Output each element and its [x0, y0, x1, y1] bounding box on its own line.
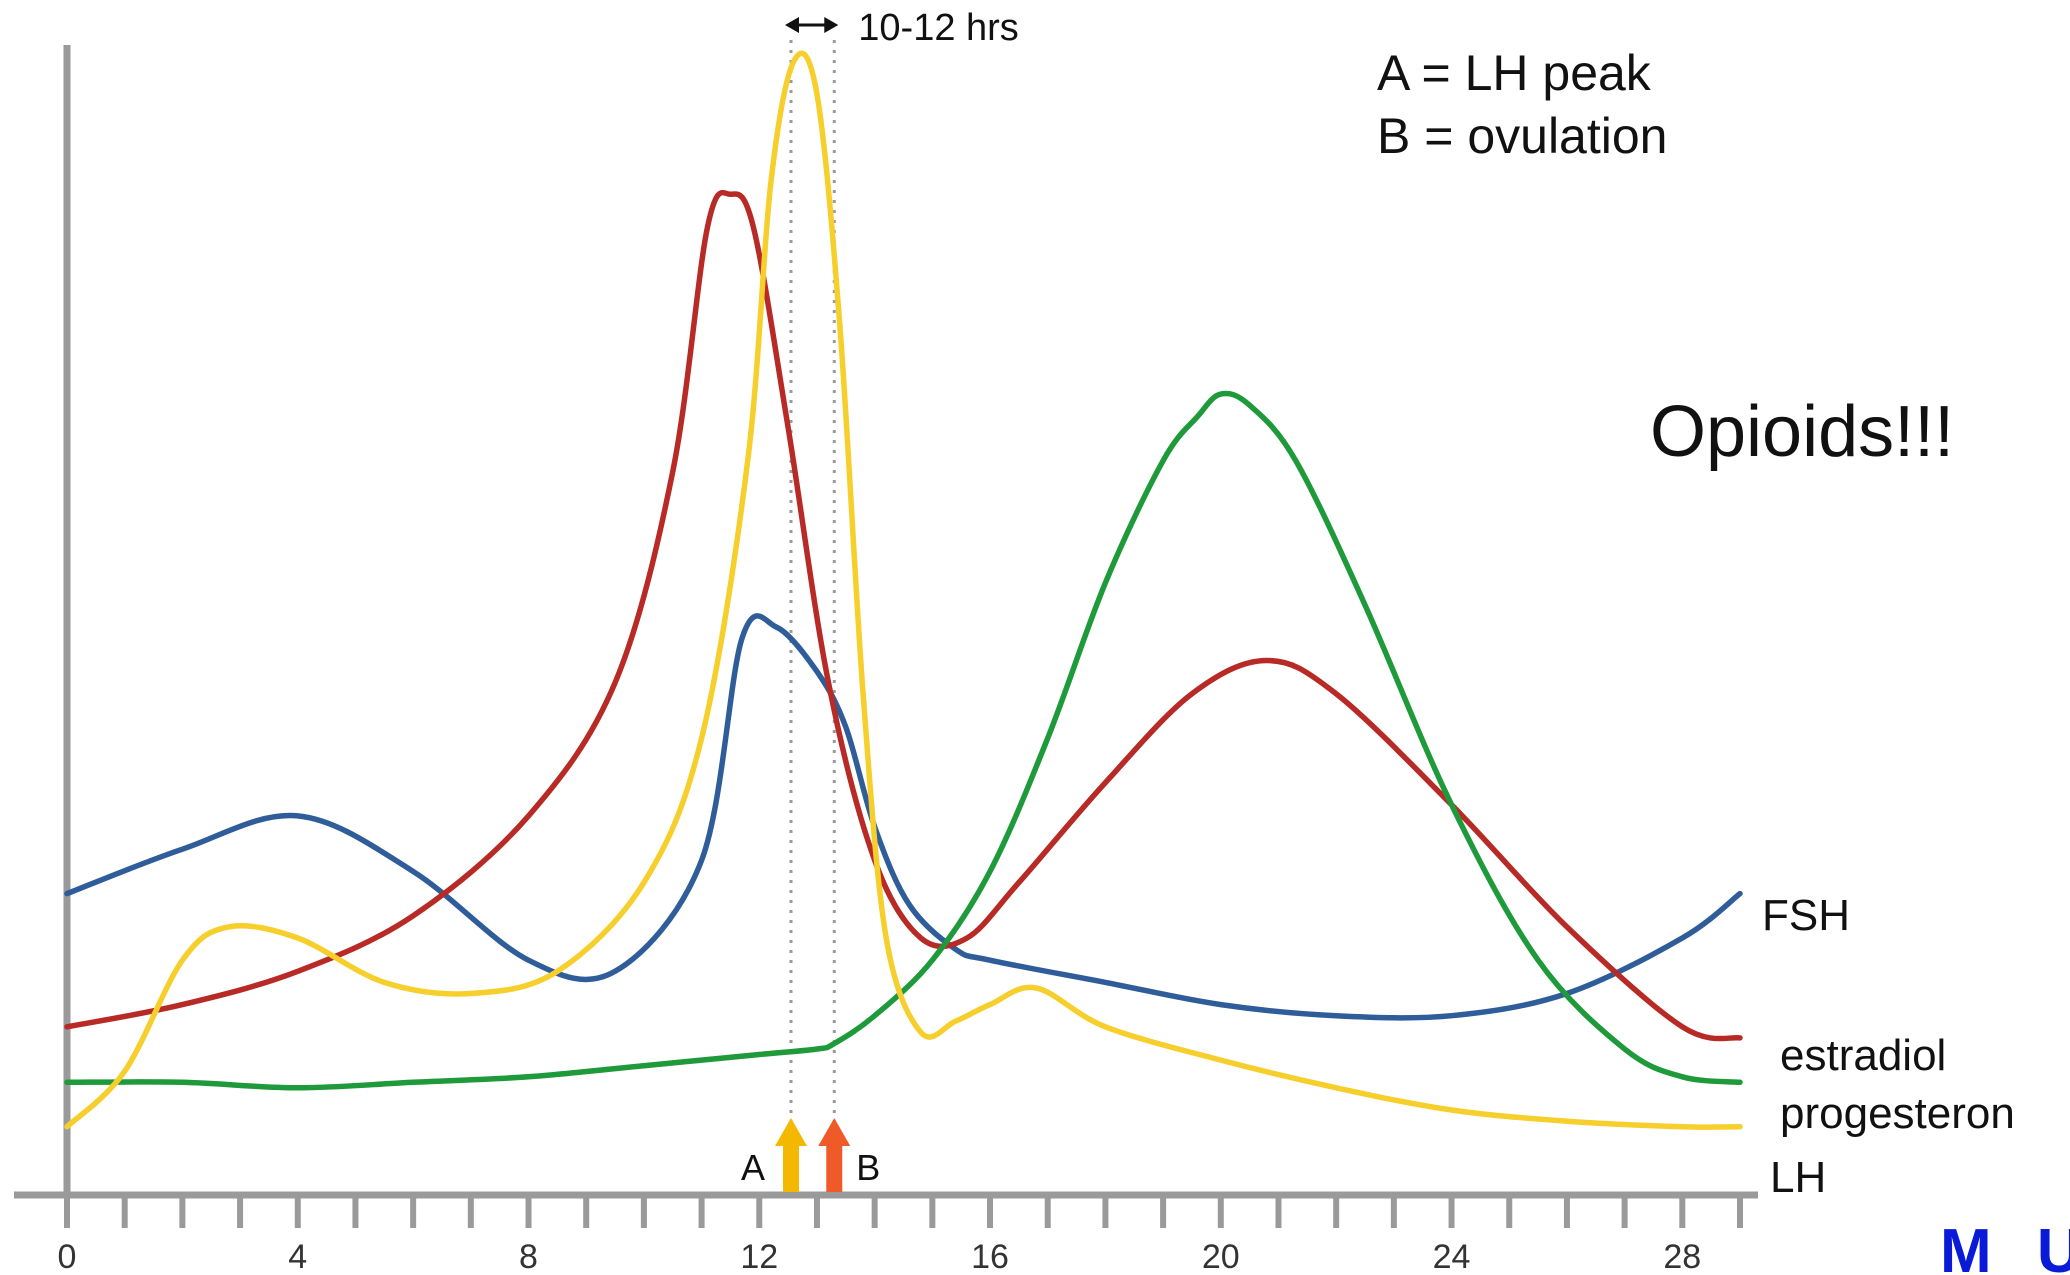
axes: 0 4 8 12 16 20 24 28	[14, 45, 1758, 1275]
series-label-fsh: FSH	[1762, 891, 1850, 940]
x-tick-label: 8	[519, 1238, 538, 1275]
series-label-estradiol: estradiol	[1780, 1031, 1946, 1080]
x-tick-label: 28	[1663, 1238, 1701, 1275]
marker-arrow-shaft	[783, 1142, 800, 1192]
interval-arrowhead-left	[785, 17, 800, 33]
series-line-estradiol	[64, 189, 1743, 1042]
series-label-lh: LH	[1770, 1153, 1826, 1202]
x-tick-label: 4	[288, 1238, 307, 1275]
plot-area	[64, 50, 1743, 1130]
interval-label: 10-12 hrs	[858, 7, 1019, 49]
marker-arrow-head	[775, 1118, 808, 1146]
event-markers: 10-12 hrs A B	[741, 7, 1019, 1192]
series-label-progesteron: progesteron	[1780, 1089, 2015, 1138]
series-labels: FSH estradiol progesteron LH	[1762, 891, 2015, 1202]
series-line-progesteron	[64, 390, 1743, 1091]
marker-label-a: A	[741, 1147, 765, 1188]
marker-arrow-head	[818, 1118, 851, 1146]
x-tick-label: 20	[1202, 1238, 1240, 1275]
series-line-fsh	[64, 613, 1743, 1021]
x-tick-label: 0	[58, 1238, 77, 1275]
marker-guides	[789, 40, 836, 1160]
interval-arrowhead-right	[824, 17, 839, 33]
series-line-lh	[64, 50, 1743, 1130]
marker-arrow-shaft	[826, 1142, 843, 1192]
headline-text: Opioids!!!	[1650, 392, 1954, 472]
x-tick-label: 24	[1433, 1238, 1471, 1275]
legend-line-b: B = ovulation	[1377, 108, 1667, 164]
marker-label-b: B	[856, 1147, 880, 1188]
x-tick-label: 16	[971, 1238, 1009, 1275]
logo: M U N	[1940, 1217, 2070, 1275]
x-tick-label: 12	[740, 1238, 778, 1275]
legend-line-a: A = LH peak	[1377, 45, 1652, 101]
